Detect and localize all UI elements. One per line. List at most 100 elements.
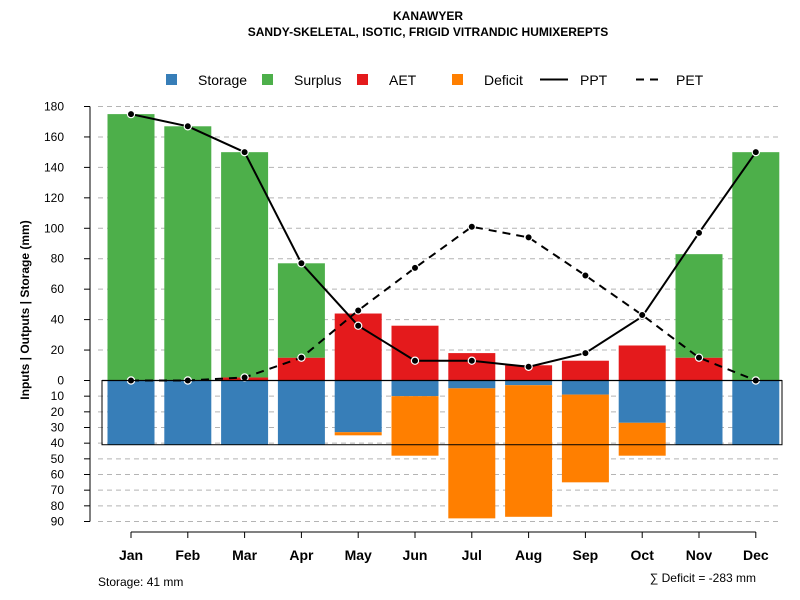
legend-storage-swatch <box>166 74 177 85</box>
pet-point <box>467 222 476 231</box>
y-tick-label: 50 <box>51 452 65 466</box>
legend-aet-label: AET <box>389 72 417 88</box>
pet-point <box>410 263 420 273</box>
aet-bar <box>675 357 723 381</box>
surplus-bar <box>164 126 212 381</box>
y-tick-label: 120 <box>44 191 64 205</box>
pet-point <box>297 353 306 362</box>
storage-bar <box>107 380 155 445</box>
pet-point <box>524 233 533 242</box>
legend-aet-swatch <box>357 74 368 85</box>
legend-storage-label: Storage <box>198 72 247 88</box>
y-tick-label: 140 <box>44 160 64 174</box>
surplus-bar <box>675 254 723 358</box>
y-tick-label: 90 <box>51 515 65 529</box>
ppt-point <box>183 122 192 131</box>
x-tick-label: Apr <box>289 547 314 563</box>
storage-bar <box>164 380 212 445</box>
chart-title: KANAWYER <box>393 9 463 23</box>
x-tick-label: Jun <box>403 547 428 563</box>
surplus-bar <box>277 263 325 358</box>
y-tick-label: 60 <box>51 282 65 296</box>
storage-bar <box>675 380 723 445</box>
aet-bar <box>618 345 666 381</box>
legend-pet-label: PET <box>676 72 704 88</box>
y-tick-label: 70 <box>51 483 65 497</box>
deficit-footer: ∑ Deficit = -283 mm <box>650 571 756 585</box>
ppt-point <box>751 147 761 157</box>
x-tick-label: Oct <box>631 547 655 563</box>
y-tick-label: 180 <box>44 100 64 114</box>
ppt-point <box>354 321 363 330</box>
surplus-bar <box>221 152 269 378</box>
deficit-bar <box>334 432 382 436</box>
ppt-point <box>581 348 590 358</box>
y-tick-label: 30 <box>51 421 65 435</box>
legend-deficit-swatch <box>452 74 463 85</box>
deficit-bar <box>618 422 666 456</box>
y-tick-label: 10 <box>51 389 65 403</box>
x-tick-label: Jan <box>119 547 143 563</box>
y-tick-label: 20 <box>51 343 65 357</box>
legend-deficit-label: Deficit <box>484 72 523 88</box>
x-tick-label: Dec <box>743 547 769 563</box>
storage-bar <box>448 380 496 389</box>
x-tick-label: Mar <box>232 547 257 563</box>
pet-line <box>131 225 757 382</box>
surplus-bar <box>732 152 780 381</box>
aet-bar <box>277 357 325 381</box>
bars-layer <box>107 114 780 519</box>
y-tick-label: 100 <box>44 221 64 235</box>
y-tick-label: 40 <box>51 313 65 327</box>
pet-point <box>638 310 647 320</box>
storage-bar <box>732 380 780 445</box>
x-tick-label: Nov <box>686 547 713 563</box>
y-tick-label: 160 <box>44 130 64 144</box>
y-tick-label: 40 <box>51 436 65 450</box>
ppt-point <box>524 362 533 371</box>
x-tick-label: Sep <box>573 547 599 563</box>
lines-layer <box>126 109 761 385</box>
legend-surplus-swatch <box>262 74 273 85</box>
storage-bar <box>505 380 553 386</box>
y-axis-label: Inputs | Outputs | Storage (mm) <box>18 220 32 399</box>
surplus-bar <box>107 114 155 381</box>
y-tick-label: 60 <box>51 468 65 482</box>
legend-ppt-label: PPT <box>580 72 608 88</box>
pet-point <box>581 271 590 280</box>
x-tick-label: Aug <box>515 547 542 563</box>
chart-subtitle: SANDY-SKELETAL, ISOTIC, FRIGID VITRANDIC… <box>248 25 608 39</box>
legend: Storage Surplus AET Deficit PPT PET <box>166 72 704 88</box>
storage-bar <box>561 380 609 395</box>
aet-bar <box>505 365 553 381</box>
ppt-point <box>410 356 420 365</box>
ppt-line <box>130 113 757 368</box>
deficit-bar <box>448 388 496 519</box>
deficit-bar <box>391 396 439 456</box>
pet-point <box>354 306 363 315</box>
x-tick-label: May <box>345 547 372 563</box>
deficit-bar <box>561 394 609 483</box>
ppt-point <box>297 259 306 268</box>
y-tick-label: 80 <box>51 252 65 266</box>
storage-bar <box>334 380 382 433</box>
deficit-bar <box>505 385 553 517</box>
y-tick-label: 20 <box>51 405 65 419</box>
storage-footer: Storage: 41 mm <box>98 575 183 589</box>
axes-layer: 0204060801001201401601801020304050607080… <box>44 100 783 563</box>
pet-point <box>694 353 704 362</box>
x-tick-label: Feb <box>175 547 200 563</box>
grid-lines <box>98 106 782 522</box>
aet-bar <box>561 360 609 381</box>
legend-surplus-label: Surplus <box>294 72 341 88</box>
storage-bar <box>221 380 269 445</box>
x-tick-label: Jul <box>462 547 482 563</box>
ppt-point <box>240 147 249 157</box>
ppt-point <box>467 356 476 365</box>
ppt-point <box>126 109 136 119</box>
storage-bar <box>618 380 666 423</box>
aet-bar <box>391 325 439 381</box>
storage-bar <box>391 380 439 397</box>
y-tick-label: 80 <box>51 499 65 513</box>
